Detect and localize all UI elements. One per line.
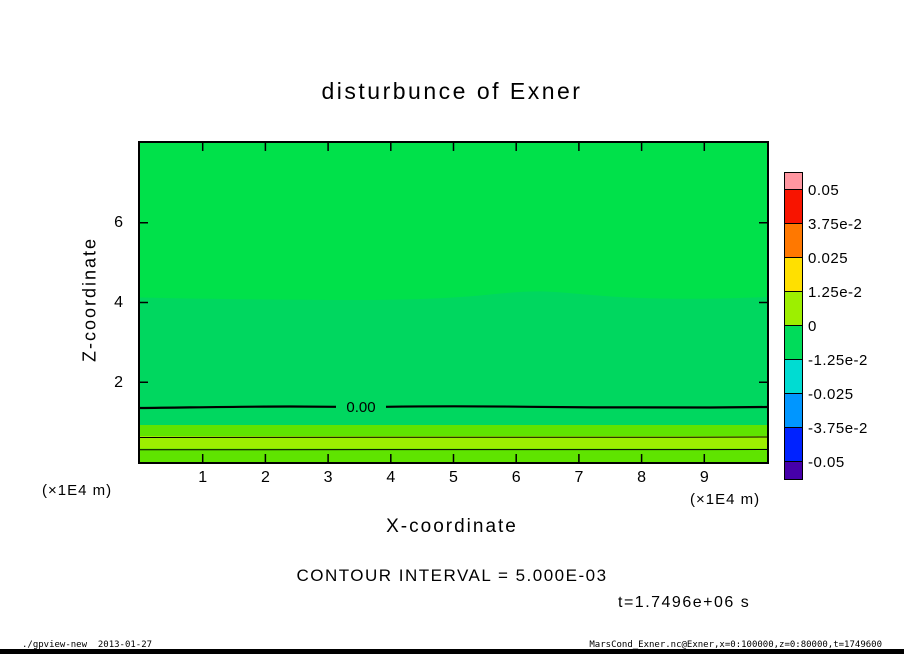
axis-ticks [140,143,767,462]
colorbar-band [785,173,802,190]
colorbar-band [785,326,802,360]
y-axis-title: Z-coordinate [79,236,100,363]
contour-plot-svg: 0.00 [140,143,767,462]
x-unit-right: (×1E4 m) [690,491,761,508]
colorbar-band [785,190,802,224]
colorbar-label: 3.75e-2 [808,216,863,233]
colorbar-label: -3.75e-2 [808,420,868,437]
colorbar-band [785,360,802,394]
y-tick-label: 4 [114,293,123,311]
colorbar-band [785,258,802,292]
time-annotation: t=1.7496e+06 s [618,594,751,611]
colorbar-label: 0.025 [808,250,849,267]
contour-interval-text: CONTOUR INTERVAL = 5.000E-03 [296,566,608,585]
x-axis-title: X-coordinate [386,516,518,537]
x-tick-label: 8 [637,469,647,486]
x-tick-label: 3 [323,469,333,486]
colorbar-label: 1.25e-2 [808,284,863,301]
colorbar-band [785,394,802,428]
colorbar-label: 0.05 [808,182,840,199]
colorbar-band [785,428,802,462]
colorbar-band [785,462,802,479]
y-tick-label: 6 [114,214,123,231]
colorbar-label: -0.05 [808,454,845,471]
minor-contour-line [140,436,767,438]
footer-command-text: ./gpview-new 2013-01-27 [22,640,153,650]
x-tick-label: 7 [574,469,584,486]
x-tick-label: 4 [386,469,396,486]
zero-contour-label: 0.00 [346,399,375,416]
x-tick-label: 2 [260,469,270,486]
zero-contour-line [385,405,767,409]
footer-source-text: MarsCond_Exner.nc@Exner,x=0:100000,z=0:8… [589,640,882,650]
bottom-bar [0,649,904,654]
x-tick-label: 1 [198,469,208,486]
x-unit-left: (×1E4 m) [42,482,113,499]
zero-contour-line [140,405,337,410]
colorbar-label: -0.025 [808,386,854,403]
field-band-strip [140,436,767,449]
colorbar [784,172,803,480]
x-tick-label: 9 [699,469,709,486]
chart-title: disturbunce of Exner [321,78,583,104]
colorbar-label: -1.25e-2 [808,352,868,369]
colorbar-band [785,224,802,258]
x-tick-label: 6 [511,469,521,486]
field-band-upper [140,143,767,300]
x-tick-label: 5 [449,469,458,486]
colorbar-label: 0 [808,318,817,335]
plot-frame: 0.00 [138,141,769,464]
y-tick-label: 2 [114,373,123,391]
colorbar-band [785,292,802,326]
